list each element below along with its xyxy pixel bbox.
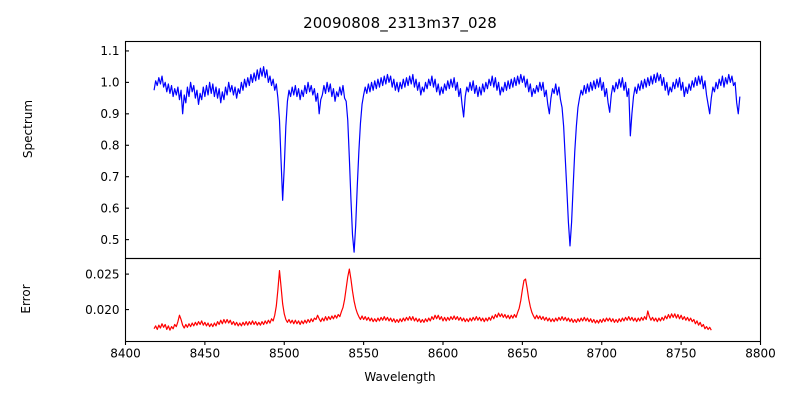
y-tick-label-error: 0.020 [85,303,119,317]
x-tick-label: 8600 [428,347,459,361]
x-tick-label: 8550 [348,347,379,361]
x-tick-label: 8700 [586,347,617,361]
x-axis-label: Wavelength [364,370,436,384]
error-panel-frame [124,257,762,343]
x-tick-label: 8450 [190,347,221,361]
y-tick-label-spectrum: 0.9 [100,107,119,121]
spectrum-panel-frame [124,40,762,260]
y-tick-label-spectrum: 0.7 [100,170,119,184]
error-line [153,268,712,331]
y-tick-label-spectrum: 1.0 [100,76,119,90]
x-tick-label: 8750 [666,347,697,361]
x-tick-label: 8500 [269,347,300,361]
y-tick-label-spectrum: 0.6 [100,201,119,215]
chart-title: 20090808_2313m37_028 [303,14,497,32]
spectrum-line [153,66,741,253]
x-tick-label: 8400 [110,347,141,361]
x-tick-label: 8650 [507,347,538,361]
x-tick-label: 8800 [745,347,776,361]
spectrum-series-group [153,66,741,253]
y-axis-label-error: Error [19,284,33,314]
error-series-group [153,268,712,331]
y-tick-label-spectrum: 1.1 [100,44,119,58]
y-tick-label-spectrum: 0.8 [100,138,119,152]
y-axis-label-spectrum: Spectrum [21,99,35,159]
y-tick-label-error: 0.025 [85,267,119,281]
y-tick-label-spectrum: 0.5 [100,233,119,247]
